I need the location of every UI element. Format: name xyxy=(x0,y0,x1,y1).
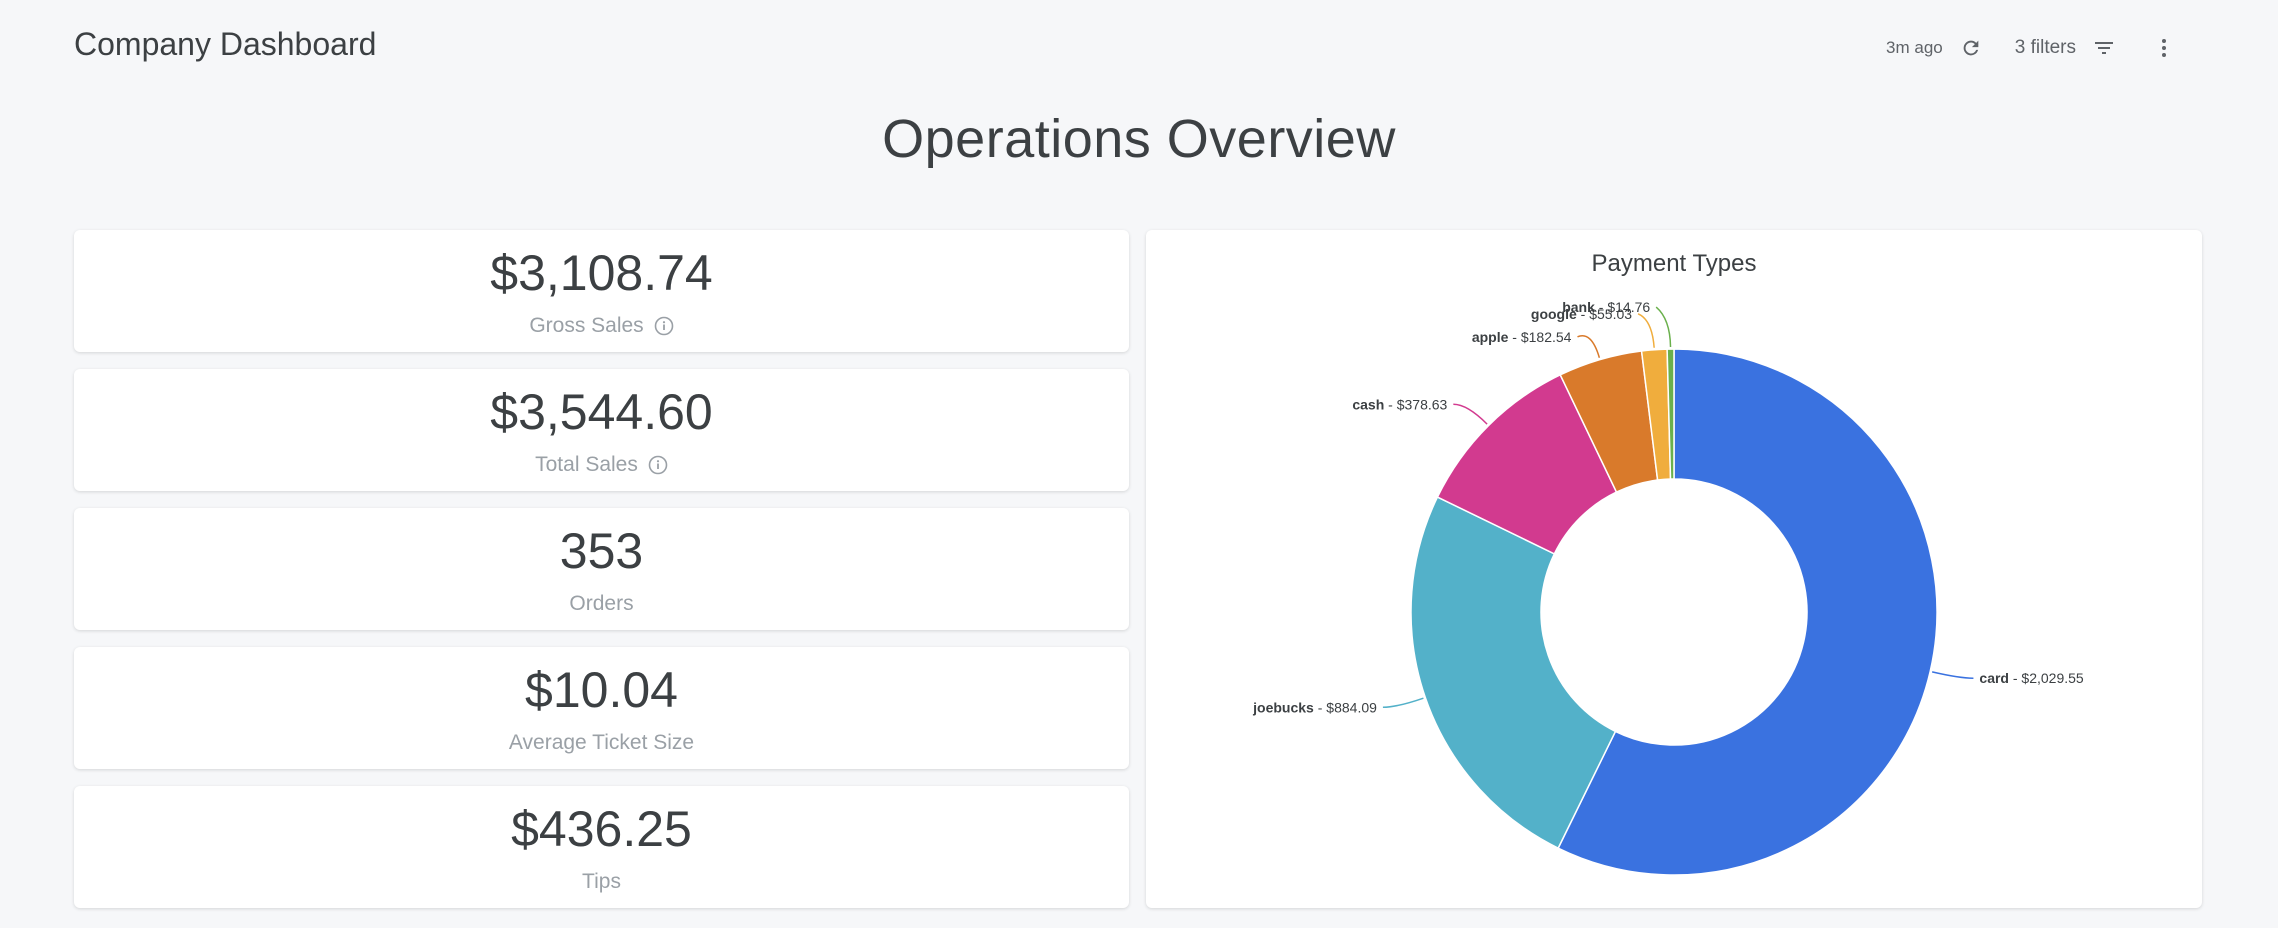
donut-chart: card - $2,029.55 joebucks - $884.09 cash -… xyxy=(1252,299,2084,876)
kpi-value: 353 xyxy=(559,523,644,579)
kpi-label: Gross Sales xyxy=(529,314,644,337)
more-vert-icon[interactable] xyxy=(2148,32,2180,64)
kpi-label: Orders xyxy=(569,592,634,615)
kpi-value: $436.25 xyxy=(511,801,692,857)
filters-button[interactable]: 3 filters xyxy=(2015,32,2120,64)
slice-label-card: card - $2,029.55 xyxy=(1979,670,2084,686)
kpi-value: $3,544.60 xyxy=(490,384,713,440)
payment-types-card: Payment Types card - $2,029.55 joebucks -… xyxy=(1146,230,2202,908)
kpi-card-total-sales: $3,544.60 Total Sales xyxy=(74,369,1129,491)
slice-label-cash: cash - $378.63 xyxy=(1352,396,1447,412)
leader-line-joebucks xyxy=(1382,697,1424,709)
chart-title: Payment Types xyxy=(1591,250,1757,277)
filters-label: 3 filters xyxy=(2014,37,2076,58)
info-icon[interactable] xyxy=(654,316,674,336)
leader-line-bank xyxy=(1655,306,1672,348)
kpi-card-average-ticket-size: $10.04 Average Ticket Size xyxy=(74,647,1129,769)
kpi-label-row: Gross Sales xyxy=(74,314,1129,338)
leader-line-google xyxy=(1637,313,1655,348)
slice-bank[interactable] xyxy=(1666,348,1675,480)
kpi-card-tips: $436.25 Tips xyxy=(74,786,1129,908)
kpi-card-gross-sales: $3,108.74 Gross Sales xyxy=(74,230,1129,352)
kpi-label: Total Sales xyxy=(535,453,638,476)
slice-label-apple: apple - $182.54 xyxy=(1472,329,1572,345)
kpi-card-orders: 353 Orders xyxy=(74,508,1129,630)
kpi-label: Average Ticket Size xyxy=(508,731,695,754)
leader-line-cash xyxy=(1453,403,1488,425)
leader-line-apple xyxy=(1577,335,1601,358)
slice-label-bank: bank - $14.76 xyxy=(1562,299,1650,315)
page-heading: Operations Overview xyxy=(882,109,1396,169)
top-bar: Company Dashboard 3m ago 3 filters xyxy=(0,0,2278,92)
slice-label-google: google - $55.03 xyxy=(1531,306,1632,322)
kpi-label-row: Average Ticket Size xyxy=(74,731,1129,755)
kpi-label-row: Tips xyxy=(74,870,1129,894)
kpi-label: Tips xyxy=(582,870,621,893)
top-actions: 3m ago 3 filters xyxy=(1886,30,2180,66)
refresh-icon[interactable] xyxy=(1955,32,1987,64)
kpi-label-row: Orders xyxy=(74,592,1129,616)
kpi-value: $3,108.74 xyxy=(490,245,713,301)
last-refreshed-text: 3m ago xyxy=(1886,38,1943,57)
filter-icon xyxy=(2088,32,2120,64)
slice-card[interactable] xyxy=(1557,348,1938,876)
leader-line-card xyxy=(1931,671,1974,679)
info-icon[interactable] xyxy=(648,455,668,475)
kpi-label-row: Total Sales xyxy=(74,453,1129,477)
slice-label-joebucks: joebucks - $884.09 xyxy=(1252,699,1377,715)
kpi-value: $10.04 xyxy=(525,662,678,718)
slice-joebucks[interactable] xyxy=(1410,496,1617,850)
dashboard-title: Company Dashboard xyxy=(74,26,377,62)
